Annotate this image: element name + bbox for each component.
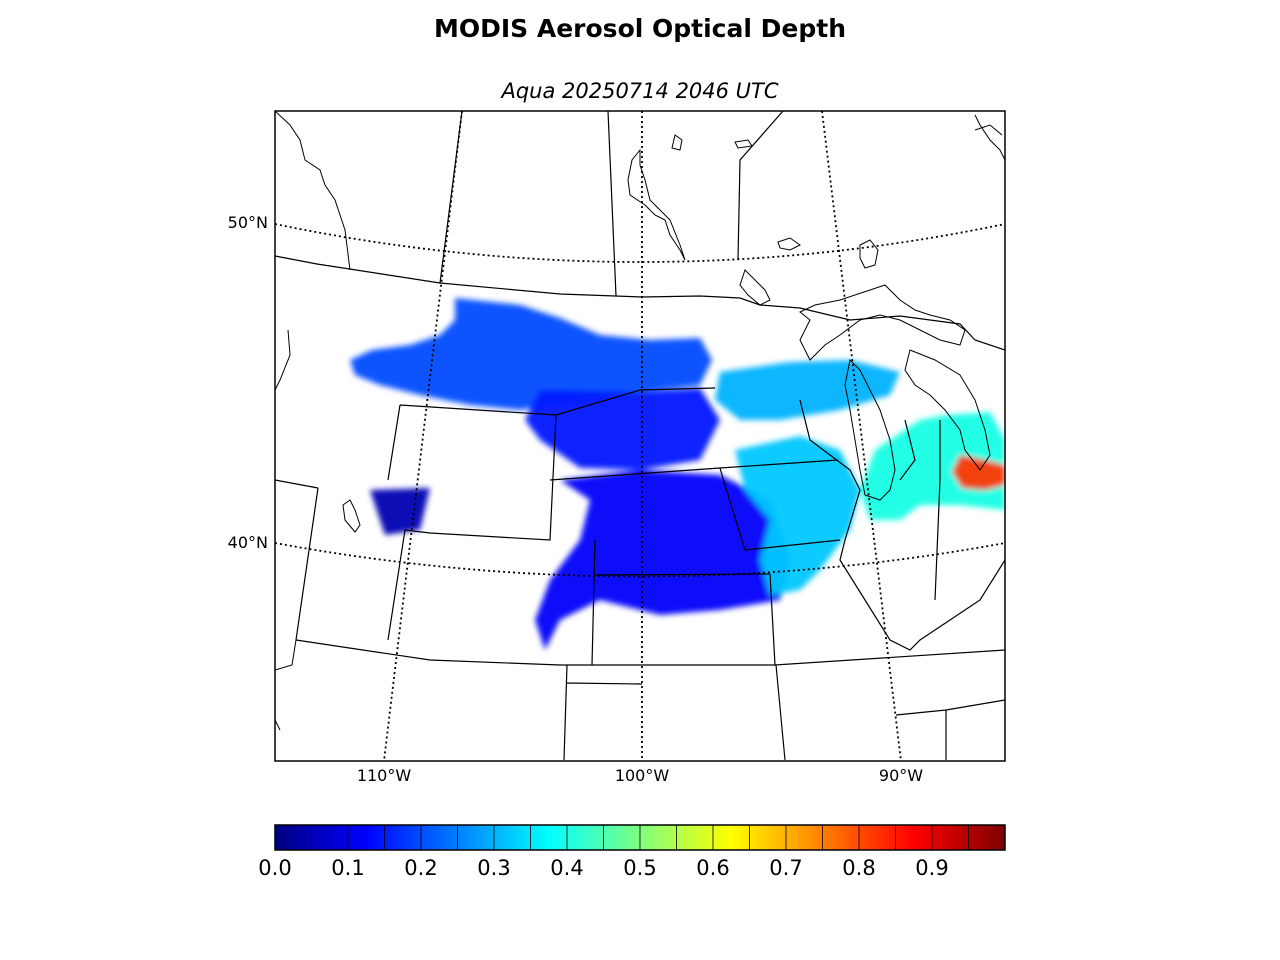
map-subtitle: Aqua 20250714 2046 UTC [501,79,779,103]
map-title: MODIS Aerosol Optical Depth [433,14,846,43]
colorbar-tick-label: 0.1 [331,856,364,880]
us-canada-border [275,255,1005,351]
province-borders [439,111,784,297]
map-panel [275,111,1005,761]
rivers-east [799,399,1005,651]
parallel-40n [275,542,1005,578]
map-frame [274,110,1006,762]
lat-label-50n: 50°N [228,213,268,232]
coastlines [275,111,1005,731]
lake-nipigon [859,239,879,269]
lat-label-40n: 40°N [228,533,268,552]
colorbar-tick-label: 0.3 [477,856,510,880]
colorbar-dividers [311,825,969,850]
state-borders [275,387,1005,761]
aod-region-minnesota-wisconsin [715,360,900,420]
aod-region-canadian-prairies [350,298,712,410]
lake-winnipeg [627,148,686,261]
parallel-50n [275,223,1005,263]
colorbar-tick-label: 0.5 [623,856,656,880]
colorbar-tick-label: 0.9 [915,856,948,880]
graticule [275,111,1005,761]
colorbar-tick-labels: 0.0 0.1 0.2 0.3 0.4 0.5 0.6 0.7 0.8 0.9 [258,856,948,880]
lon-label-110w: 110°W [357,766,412,785]
pacific-coastline [275,111,351,731]
colorbar-tick-label: 0.8 [842,856,875,880]
aod-region-central-plains [535,470,790,650]
great-salt-lake [342,499,361,533]
colorbar-frame [274,824,1006,851]
lake-michigan [844,358,896,501]
lake-of-the-woods [739,269,771,306]
colorbar-tick-label: 0.6 [696,856,729,880]
colorbar-tick-label: 0.0 [258,856,291,880]
meridian-90w [821,111,902,761]
hudson-bay-shore [974,114,1005,161]
colorbar-tick-label: 0.2 [404,856,437,880]
aod-region-ohio-hotspot [952,455,1005,490]
political-boundaries [275,111,1005,761]
small-lakes-north [671,134,801,251]
meridian-110w [383,111,463,761]
lake-huron [904,349,991,471]
lake-superior [799,284,966,361]
colorbar-tick-label: 0.4 [550,856,583,880]
lon-label-100w: 100°W [615,766,670,785]
aod-region-lake-michigan-indiana [860,412,1005,520]
aod-region-utah [370,488,430,535]
aod-region-iowa-illinois [735,436,860,595]
aod-region-northern-plains [525,388,720,470]
colorbar-tick-label: 0.7 [769,856,802,880]
colorbar: 0.0 0.1 0.2 0.3 0.4 0.5 0.6 0.7 0.8 0.9 [258,824,1006,880]
aod-overlay [350,298,1005,650]
lon-label-90w: 90°W [879,766,923,785]
